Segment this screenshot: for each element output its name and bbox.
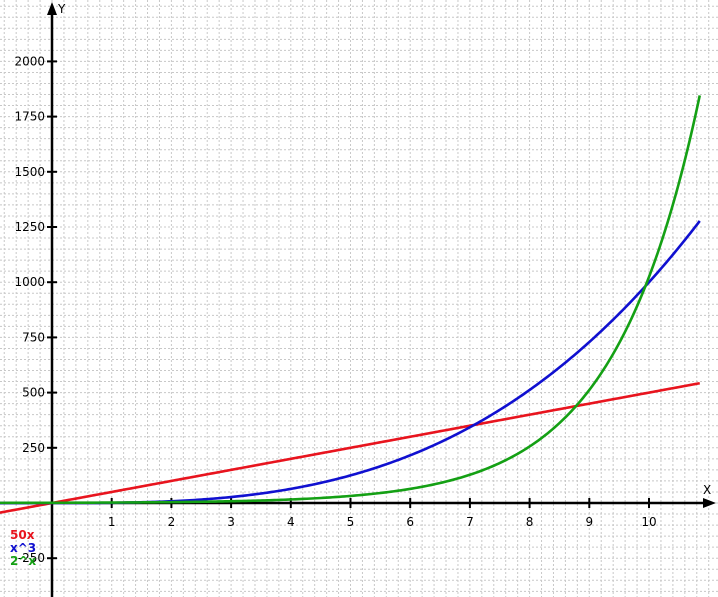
- legend-entry: 50x: [10, 528, 35, 542]
- y-tick-label: 250: [22, 441, 45, 455]
- x-tick-label: 3: [227, 515, 235, 529]
- series-line-50x: [0, 381, 700, 514]
- x-axis-arrow: [703, 498, 716, 508]
- x-axis-title: X: [703, 483, 711, 497]
- series-line-2x: [0, 95, 702, 505]
- y-tick-label: -250: [18, 551, 45, 565]
- x-tick-label: 6: [406, 515, 414, 529]
- x-tick-label: 2: [168, 515, 176, 529]
- y-tick-label: 1750: [14, 110, 45, 124]
- y-tick-label: 1000: [14, 275, 45, 289]
- tick-marks: [47, 60, 650, 560]
- y-tick-label: 1250: [14, 220, 45, 234]
- series-line-x3: [0, 220, 701, 505]
- tick-labels: 1 2 3 4 5 6 7 8 9 10 -250 250 500 750 1000 1250 1500 1750…: [14, 54, 656, 565]
- y-tick-label: 500: [22, 386, 45, 400]
- legend-entry: 2^x: [10, 554, 36, 568]
- x-tick-label: 8: [526, 515, 534, 529]
- y-tick-label: 2000: [14, 54, 45, 68]
- x-tick-label: 9: [585, 515, 593, 529]
- x-tick-label: 5: [347, 515, 355, 529]
- x-tick-label: 7: [466, 515, 474, 529]
- series-lines: [0, 95, 702, 514]
- legend-entry: x^3: [10, 541, 36, 555]
- y-axis-arrow: [47, 2, 57, 15]
- y-tick-label: 1500: [14, 165, 45, 179]
- x-tick-label: 4: [287, 515, 295, 529]
- y-tick-label: 750: [22, 330, 45, 344]
- x-tick-label: 10: [641, 515, 656, 529]
- y-axis-title: Y: [57, 2, 66, 16]
- x-tick-label: 1: [108, 515, 116, 529]
